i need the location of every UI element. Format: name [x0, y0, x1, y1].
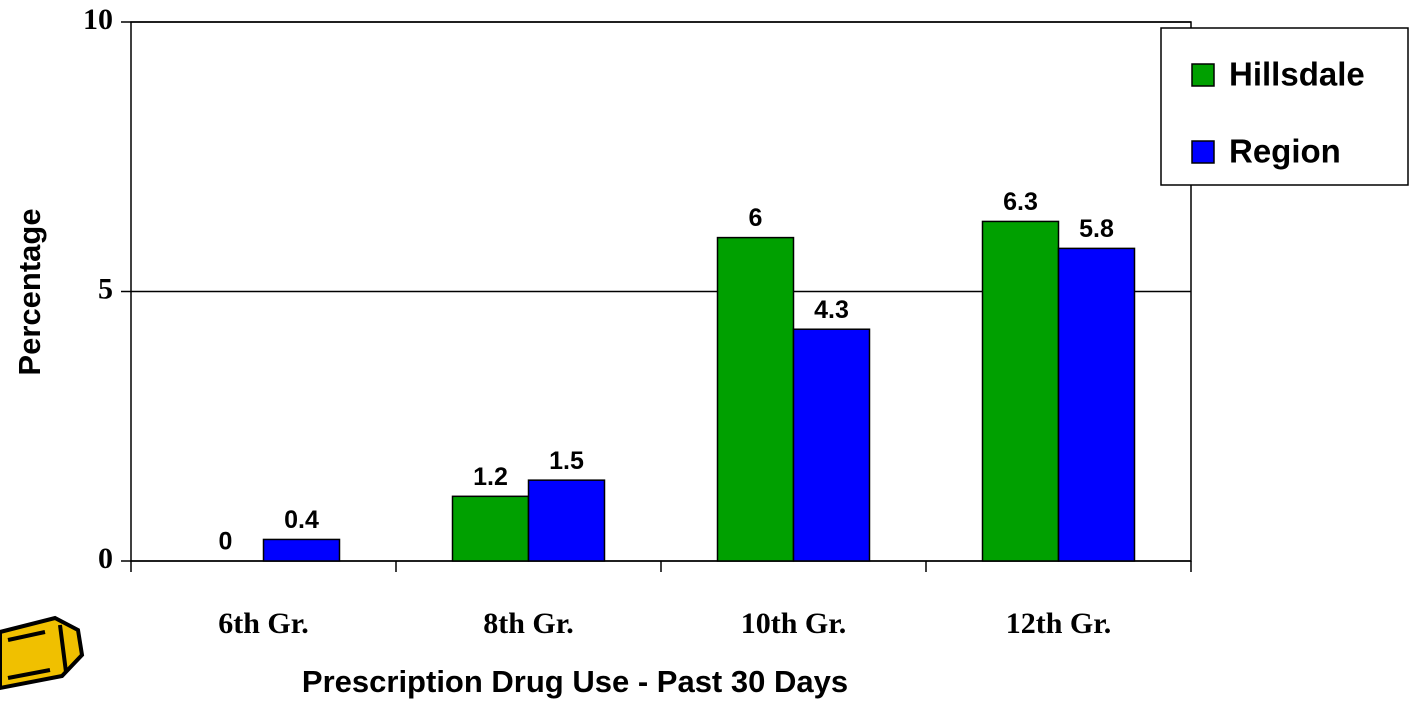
- y-tick-label: 0: [98, 542, 113, 575]
- value-label: 4.3: [814, 296, 849, 324]
- legend-label: Region: [1229, 133, 1341, 170]
- bar: [792, 328, 871, 562]
- legend-swatch: [1191, 140, 1215, 164]
- pencil-icon: [0, 615, 85, 691]
- x-tick-label: 10th Gr.: [741, 607, 847, 640]
- y-axis-label: Percentage: [12, 208, 47, 375]
- value-label: 0: [219, 528, 233, 556]
- value-label: 0.4: [284, 506, 319, 534]
- value-label: 5.8: [1079, 215, 1114, 243]
- x-tick-label: 12th Gr.: [1006, 607, 1112, 640]
- y-tick-label: 10: [83, 3, 113, 36]
- x-tick-label: 8th Gr.: [483, 607, 574, 640]
- legend: Hillsdale Region: [1160, 27, 1409, 186]
- legend-swatch: [1191, 63, 1215, 87]
- y-tick-label: 5: [98, 272, 113, 305]
- x-axis-label: Prescription Drug Use - Past 30 Days: [302, 664, 848, 699]
- value-label: 6: [749, 204, 763, 232]
- bar: [981, 220, 1060, 562]
- value-label: 1.2: [473, 463, 508, 491]
- x-tick-label: 6th Gr.: [218, 607, 309, 640]
- value-label: 6.3: [1003, 188, 1038, 216]
- bar: [716, 236, 795, 562]
- bar: [1057, 247, 1136, 562]
- bar: [262, 538, 341, 562]
- bar: [527, 479, 606, 562]
- legend-label: Hillsdale: [1229, 56, 1365, 93]
- value-label: 1.5: [549, 447, 584, 475]
- bar: [451, 495, 530, 562]
